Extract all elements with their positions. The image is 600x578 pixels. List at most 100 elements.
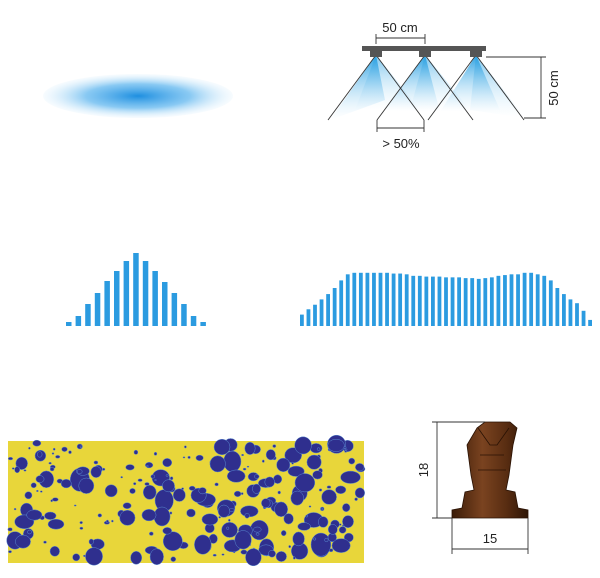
single-distribution-bar (94, 293, 101, 326)
droplet (133, 482, 137, 486)
overlap-distribution-bar (417, 275, 422, 326)
droplet (93, 460, 99, 465)
droplet (354, 497, 358, 501)
droplet (169, 511, 173, 515)
droplet (288, 545, 292, 549)
droplet (338, 526, 347, 534)
droplet (181, 487, 184, 490)
droplet (187, 455, 191, 459)
droplet (275, 551, 287, 562)
single-distribution-bar (162, 282, 168, 326)
droplet (253, 526, 262, 533)
overlap-distribution-bar (332, 288, 337, 326)
droplet (309, 443, 323, 454)
spray-cones (330, 55, 525, 120)
droplet (297, 522, 311, 531)
droplet (24, 491, 33, 500)
droplet (137, 478, 143, 482)
droplet (318, 516, 329, 528)
overlap-distribution-bar (372, 272, 376, 326)
droplet (61, 446, 68, 452)
droplet (321, 489, 337, 505)
droplet (342, 503, 351, 512)
droplet (226, 469, 246, 483)
droplet (79, 526, 84, 530)
single-distribution-bar (104, 281, 110, 326)
droplet (290, 490, 304, 506)
droplet (79, 521, 83, 525)
spacing-dimension (375, 34, 426, 44)
droplet (30, 482, 37, 489)
droplet (49, 466, 55, 472)
droplet (26, 509, 43, 521)
single-distribution-bar (85, 304, 91, 326)
droplet (241, 453, 245, 457)
single-distribution-bar (123, 261, 130, 326)
droplet (165, 474, 169, 477)
overlapped-distribution (300, 272, 592, 326)
droplet (245, 548, 262, 567)
droplet (344, 448, 348, 451)
droplet (244, 512, 250, 519)
droplet (130, 551, 143, 565)
droplet (44, 511, 57, 520)
droplet (268, 549, 276, 558)
droplet (354, 487, 365, 499)
droplet (11, 467, 15, 470)
overlap-dimension (376, 120, 425, 132)
droplet (198, 487, 207, 495)
droplet (283, 513, 294, 525)
boom-bar (362, 46, 486, 51)
overlap-distribution-bar (470, 278, 475, 326)
droplet (162, 479, 175, 493)
cone-edges (327, 54, 525, 121)
droplet (37, 451, 43, 458)
droplet (52, 497, 59, 502)
droplet (343, 446, 347, 450)
droplet (153, 506, 171, 527)
overlap-distribution-bar (562, 294, 566, 326)
droplet (145, 462, 154, 469)
droplet (212, 553, 217, 557)
droplet (49, 546, 60, 557)
single-distribution-bar (75, 316, 82, 326)
droplet (172, 488, 186, 502)
droplet (150, 474, 156, 479)
overlap-distribution-bar (352, 272, 357, 326)
overlap-distribution-bar (306, 309, 311, 326)
droplet (312, 470, 323, 480)
single-distribution-bar (152, 271, 158, 326)
droplet (255, 532, 260, 536)
droplet-stains (6, 434, 366, 567)
overlap-distribution-bar (300, 314, 304, 326)
overlap-label: > 50% (382, 136, 420, 151)
droplet (76, 469, 83, 475)
overlap-distribution-bar (476, 278, 481, 326)
droplet (308, 505, 312, 508)
droplet (55, 455, 61, 459)
droplet (27, 529, 32, 535)
single-nozzle-distribution (66, 253, 206, 326)
droplet (313, 537, 317, 541)
nozzle-1 (370, 49, 382, 57)
droplet (48, 462, 52, 465)
droplet (162, 531, 183, 551)
droplet (88, 538, 94, 545)
single-distribution-bar (171, 293, 178, 326)
droplet (119, 509, 136, 526)
overlap-distribution-bar (431, 276, 435, 326)
single-distribution-bar (142, 261, 149, 326)
droplet (28, 446, 31, 450)
overlap-distribution-bar (450, 277, 455, 326)
droplet (221, 522, 238, 538)
overlap-distribution-bar (365, 272, 370, 326)
droplet (280, 530, 287, 537)
overlap-distribution-bar (568, 299, 573, 326)
droplet (40, 490, 43, 493)
droplet (291, 461, 294, 465)
overlap-distribution-bar (522, 272, 527, 326)
droplet (47, 518, 65, 530)
droplet (78, 477, 95, 494)
droplet (326, 485, 332, 489)
